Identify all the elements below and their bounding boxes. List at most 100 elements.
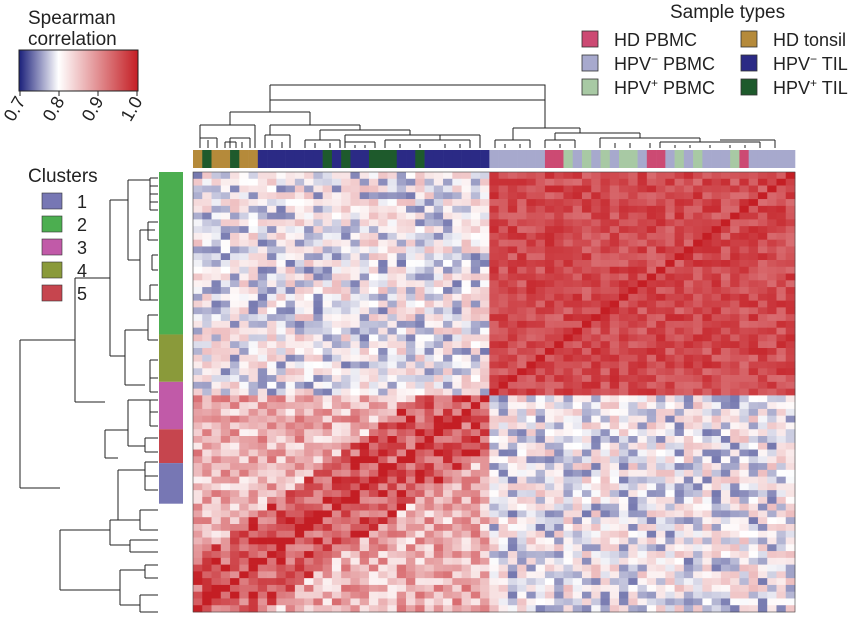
heatmap-cell	[443, 476, 453, 484]
heatmap-cell	[581, 205, 592, 213]
heatmap-cell	[591, 483, 601, 491]
heatmap-cell	[257, 341, 268, 349]
heatmap-cell	[276, 293, 286, 301]
legend-label-hpv-pos-til: HPV+ TIL	[773, 76, 848, 98]
heatmap-cell	[748, 381, 759, 389]
heatmap-cell	[730, 564, 740, 572]
heatmap-cell	[193, 408, 203, 417]
heatmap-cell	[767, 293, 777, 301]
heatmap-cell	[331, 422, 342, 430]
heatmap-cell	[785, 307, 796, 315]
heatmap-cell	[767, 463, 777, 471]
heatmap-cell	[517, 530, 527, 538]
heatmap-cell	[554, 510, 564, 518]
heatmap-cell	[535, 226, 546, 234]
heatmap-cell	[646, 381, 657, 389]
heatmap-cell	[609, 266, 620, 274]
heatmap-cell	[517, 232, 527, 241]
heatmap-cell	[341, 327, 351, 335]
heatmap-cell	[220, 463, 231, 471]
heatmap-cell	[396, 510, 407, 518]
heatmap-cell	[656, 476, 666, 484]
heatmap-cell	[470, 334, 481, 342]
heatmap-cell	[239, 381, 249, 389]
heatmap-cell	[313, 246, 324, 254]
heatmap-cell	[544, 557, 555, 565]
heatmap-cell	[257, 483, 268, 491]
heatmap-cell	[683, 246, 694, 254]
heatmap-cell	[535, 348, 546, 356]
heatmap-cell	[609, 341, 620, 349]
heatmap-cell	[396, 172, 407, 180]
heatmap-cell	[544, 212, 555, 220]
heatmap-cell	[276, 490, 286, 498]
heatmap-cell	[739, 327, 750, 335]
heatmap-cell	[341, 260, 351, 268]
heatmap-cell	[702, 456, 712, 464]
heatmap-cell	[480, 266, 490, 274]
heatmap-cell	[656, 530, 666, 538]
heatmap-cell	[257, 266, 268, 274]
heatmap-cell	[257, 381, 268, 389]
heatmap-cell	[591, 212, 601, 220]
heatmap-cell	[619, 510, 629, 518]
legend-text: TIL	[817, 54, 848, 74]
heatmap-cell	[470, 605, 481, 613]
heatmap-cell	[452, 219, 462, 227]
heatmap-cell	[674, 280, 685, 288]
heatmap-cell	[554, 469, 564, 477]
heatmap-cell	[535, 314, 546, 322]
heatmap-cell	[739, 273, 750, 281]
heatmap-cell	[581, 442, 592, 450]
heatmap-cell	[665, 456, 675, 464]
heatmap-cell	[544, 205, 555, 213]
heatmap-cell	[193, 429, 203, 437]
heatmap-cell	[637, 402, 648, 410]
heatmap-cell	[406, 605, 416, 613]
heatmap-cell	[637, 463, 648, 471]
heatmap-cell	[396, 246, 407, 254]
heatmap-cell	[193, 212, 203, 220]
heatmap-cell	[674, 564, 685, 572]
heatmap-cell	[230, 185, 240, 193]
heatmap-cell	[646, 442, 657, 450]
heatmap-cell	[656, 314, 666, 322]
heatmap-cell	[193, 442, 203, 450]
heatmap-cell	[600, 361, 611, 369]
heatmap-cell	[276, 598, 286, 606]
heatmap-cell	[350, 415, 361, 423]
heatmap-cell	[517, 584, 527, 593]
heatmap-cell	[581, 564, 592, 572]
heatmap-cell	[406, 273, 416, 281]
heatmap-cell	[211, 314, 222, 322]
heatmap-cell	[294, 348, 305, 356]
heatmap-cell	[304, 524, 314, 532]
heatmap-cell	[730, 266, 740, 274]
heatmap-cell	[230, 436, 240, 444]
heatmap-cell	[489, 232, 499, 241]
heatmap-cell	[646, 192, 657, 200]
heatmap-cell	[720, 334, 731, 342]
heatmap-cell	[544, 483, 555, 491]
heatmap-cell	[433, 584, 444, 593]
heatmap-cell	[646, 605, 657, 613]
heatmap-cell	[526, 280, 537, 288]
heatmap-cell	[304, 483, 314, 491]
heatmap-cell	[202, 354, 212, 362]
heatmap-cell	[665, 334, 675, 342]
legend-label-hd-tonsil: HD tonsil	[773, 30, 846, 50]
heatmap-cell	[526, 524, 537, 532]
heatmap-cell	[693, 361, 703, 369]
heatmap-cell	[193, 300, 203, 308]
heatmap-cell	[581, 172, 592, 180]
heatmap-cell	[600, 341, 611, 349]
heatmap-cell	[600, 260, 611, 268]
heatmap-cell	[702, 354, 712, 362]
heatmap-cell	[443, 300, 453, 308]
heatmap-cell	[378, 510, 388, 518]
heatmap-cell	[202, 490, 212, 498]
heatmap-cell	[267, 246, 277, 254]
heatmap-cell	[202, 436, 212, 444]
heatmap-cell	[693, 584, 703, 593]
heatmap-cell	[239, 172, 249, 180]
